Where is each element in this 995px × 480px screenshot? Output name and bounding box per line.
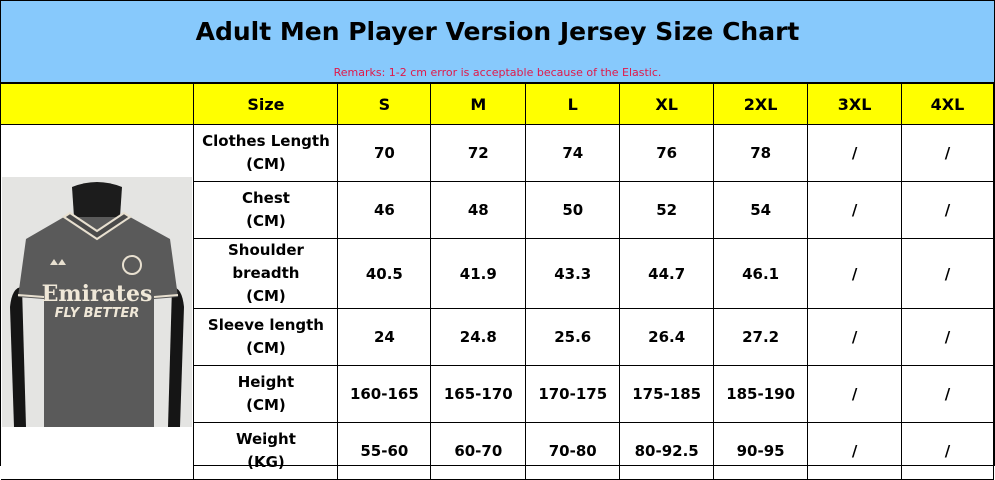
table-cell: 78: [713, 124, 809, 182]
jersey-photo: Emirates FLY BETTER: [1, 124, 195, 480]
table-cell: 44.7: [619, 238, 715, 309]
header-row: Size S M L XL 2XL 3XL 4XL: [1, 83, 994, 125]
header-size-3xl: 3XL: [807, 83, 903, 125]
row-label: Weight (KG): [193, 422, 339, 480]
measure-unit: (CM): [246, 287, 286, 305]
table-cell: 185-190: [713, 365, 809, 423]
tagline-text: FLY BETTER: [55, 306, 140, 321]
table-cell: 54: [713, 181, 809, 239]
table-cell: 25.6: [525, 308, 621, 366]
size-table: Size S M L XL 2XL 3XL 4XL Emirates FLY BETTER C…: [1, 83, 994, 480]
row-label: Chest (CM): [193, 181, 339, 239]
table-cell: 74: [525, 124, 621, 182]
table-cell: /: [807, 238, 903, 309]
header-size: Size: [193, 83, 339, 125]
table-cell: 41.9: [430, 238, 527, 309]
table-cell: 170-175: [525, 365, 621, 423]
table-cell: /: [807, 181, 903, 239]
header-size-2xl: 2XL: [713, 83, 809, 125]
table-cell: 70-80: [525, 422, 621, 480]
table-row: Emirates FLY BETTER Clothes Length (CM) 70…: [1, 124, 994, 480]
header-size-4xl: 4XL: [901, 83, 994, 125]
table-cell: 80-92.5: [619, 422, 715, 480]
title-banner: Adult Men Player Version Jersey Size Cha…: [1, 1, 994, 83]
jersey-photo-icon: Emirates FLY BETTER: [2, 177, 193, 427]
header-size-s: S: [337, 83, 432, 125]
table-cell: 76: [619, 124, 715, 182]
row-label: Clothes Length (CM): [193, 124, 339, 182]
table-cell: 24.8: [430, 308, 527, 366]
header-size-m: M: [430, 83, 527, 125]
table-cell: /: [901, 308, 994, 366]
table-cell: /: [807, 124, 903, 182]
measure-name: Clothes Length: [202, 132, 330, 150]
table-cell: 165-170: [430, 365, 527, 423]
table-row: Shoulder breadth (CM) 40.5 41.9 43.3 44.7 46.1…: [1, 238, 994, 309]
measure-name: Shoulder breadth: [227, 241, 304, 282]
table-row: Sleeve length (CM) 24 24.8 25.6 26.4 27.2//: [1, 308, 994, 366]
table-cell: 46: [337, 181, 432, 239]
measure-unit: (CM): [246, 212, 286, 230]
table-cell: 175-185: [619, 365, 715, 423]
table-cell: /: [901, 422, 994, 480]
table-cell: /: [901, 365, 994, 423]
measure-unit: (CM): [246, 339, 286, 357]
table-cell: /: [901, 181, 994, 239]
header-size-l: L: [525, 83, 621, 125]
table-cell: 90-95: [713, 422, 809, 480]
header-blank: [1, 83, 195, 125]
header-size-xl: XL: [619, 83, 715, 125]
row-label: Sleeve length (CM): [193, 308, 339, 366]
row-label: Height (CM): [193, 365, 339, 423]
remark-text: Remarks: 1-2 cm error is acceptable beca…: [333, 66, 662, 79]
table-cell: 60-70: [430, 422, 527, 480]
measure-unit: (CM): [246, 155, 286, 173]
table-cell: 40.5: [337, 238, 432, 309]
table-cell: /: [807, 422, 903, 480]
table-cell: 70: [337, 124, 432, 182]
table-row: Chest (CM) 46 48 50 52 54//: [1, 181, 994, 239]
measure-unit: (CM): [246, 396, 286, 414]
measure-name: Weight: [235, 430, 296, 448]
sponsor-text: Emirates: [42, 281, 153, 307]
measure-name: Height: [237, 373, 295, 391]
table-cell: /: [901, 124, 994, 182]
table-cell: 24: [337, 308, 432, 366]
table-cell: 27.2: [713, 308, 809, 366]
table-cell: 72: [430, 124, 527, 182]
table-cell: /: [807, 365, 903, 423]
measure-name: Sleeve length: [207, 316, 324, 334]
table-cell: 26.4: [619, 308, 715, 366]
table-cell: 160-165: [337, 365, 432, 423]
table-cell: 46.1: [713, 238, 809, 309]
table-cell: /: [807, 308, 903, 366]
table-cell: 52: [619, 181, 715, 239]
row-label: Shoulder breadth (CM): [193, 238, 339, 309]
table-cell: 48: [430, 181, 527, 239]
table-row: Height (CM) 160-165 165-170 170-175 175-185 18…: [1, 365, 994, 423]
measure-unit: (KG): [247, 453, 285, 471]
measure-name: Chest: [241, 189, 290, 207]
table-cell: 43.3: [525, 238, 621, 309]
chart-title: Adult Men Player Version Jersey Size Cha…: [195, 17, 800, 46]
table-cell: /: [901, 238, 994, 309]
table-cell: 50: [525, 181, 621, 239]
table-cell: 55-60: [337, 422, 432, 480]
